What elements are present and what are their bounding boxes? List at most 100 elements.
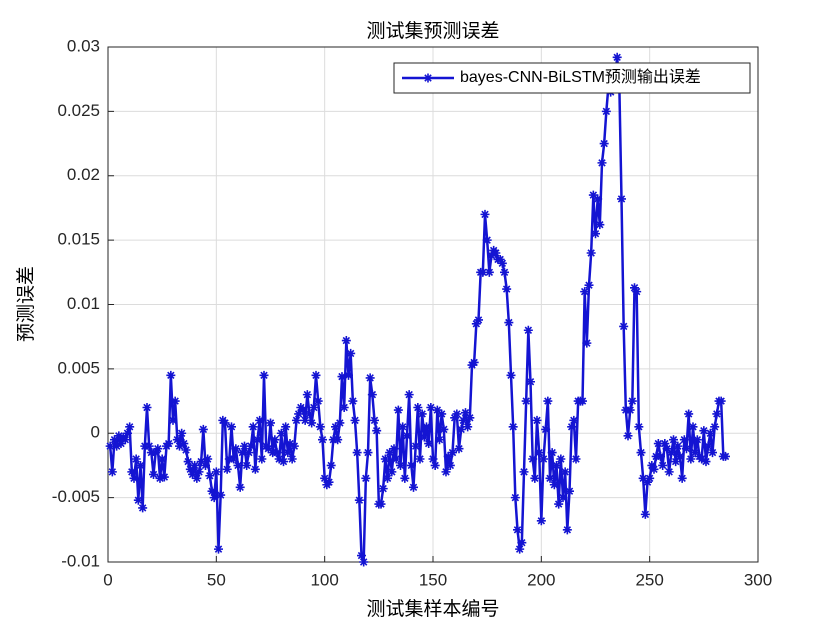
marker bbox=[415, 454, 425, 464]
marker bbox=[582, 338, 592, 348]
marker bbox=[519, 467, 529, 477]
marker bbox=[660, 439, 670, 449]
marker bbox=[684, 409, 694, 419]
marker bbox=[240, 441, 249, 451]
marker bbox=[281, 422, 291, 432]
marker bbox=[370, 415, 379, 425]
marker bbox=[283, 448, 293, 458]
x-tick-label: 200 bbox=[527, 570, 555, 589]
marker bbox=[504, 318, 514, 328]
marker bbox=[337, 372, 347, 382]
marker bbox=[400, 473, 410, 483]
marker bbox=[220, 418, 230, 428]
marker bbox=[597, 158, 607, 168]
marker bbox=[599, 139, 609, 149]
marker bbox=[196, 457, 206, 467]
y-tick-label: 0.02 bbox=[67, 165, 100, 184]
marker bbox=[339, 403, 349, 412]
marker bbox=[530, 473, 540, 483]
marker bbox=[543, 396, 553, 406]
marker bbox=[458, 415, 468, 425]
marker bbox=[389, 444, 399, 454]
marker bbox=[227, 422, 236, 432]
marker bbox=[324, 477, 334, 487]
marker bbox=[203, 454, 213, 464]
marker bbox=[409, 482, 418, 492]
marker bbox=[313, 396, 323, 406]
marker bbox=[510, 493, 520, 503]
marker bbox=[309, 403, 319, 412]
marker bbox=[456, 424, 466, 434]
marker bbox=[246, 441, 256, 451]
marker bbox=[393, 405, 403, 415]
marker bbox=[263, 444, 273, 454]
marker bbox=[123, 428, 132, 438]
marker bbox=[315, 422, 325, 432]
marker bbox=[478, 267, 488, 277]
marker bbox=[640, 509, 650, 519]
marker bbox=[372, 426, 382, 436]
marker bbox=[482, 235, 492, 245]
marker bbox=[712, 409, 722, 419]
marker bbox=[424, 439, 434, 449]
marker bbox=[484, 267, 494, 277]
marker bbox=[515, 544, 525, 554]
marker bbox=[214, 544, 223, 554]
marker bbox=[292, 415, 301, 425]
marker bbox=[677, 473, 687, 483]
marker bbox=[276, 428, 286, 438]
marker bbox=[461, 408, 470, 418]
marker bbox=[558, 493, 568, 503]
x-tick-label: 150 bbox=[419, 570, 447, 589]
marker bbox=[209, 493, 219, 503]
marker bbox=[157, 454, 167, 464]
marker bbox=[151, 448, 161, 458]
marker bbox=[348, 396, 358, 406]
marker bbox=[404, 390, 414, 400]
marker bbox=[584, 280, 594, 290]
marker bbox=[346, 348, 356, 358]
marker bbox=[131, 454, 141, 464]
marker bbox=[155, 473, 165, 483]
marker bbox=[248, 422, 258, 432]
marker bbox=[266, 418, 275, 428]
marker bbox=[647, 460, 657, 470]
marker bbox=[716, 396, 726, 406]
marker bbox=[318, 435, 327, 445]
marker bbox=[480, 209, 490, 219]
marker bbox=[645, 473, 655, 483]
marker bbox=[463, 422, 473, 432]
marker bbox=[357, 551, 366, 561]
marker bbox=[341, 336, 351, 346]
marker bbox=[398, 422, 408, 432]
marker bbox=[580, 287, 590, 297]
marker bbox=[326, 460, 336, 470]
marker bbox=[149, 469, 158, 479]
marker bbox=[513, 525, 522, 535]
marker bbox=[285, 439, 295, 449]
marker bbox=[502, 284, 512, 294]
marker bbox=[474, 315, 483, 325]
marker bbox=[593, 194, 603, 204]
marker bbox=[692, 435, 702, 445]
marker bbox=[586, 248, 596, 258]
legend-marker bbox=[423, 73, 433, 83]
marker bbox=[367, 390, 377, 400]
marker bbox=[274, 454, 284, 464]
marker bbox=[497, 258, 507, 268]
marker bbox=[601, 106, 611, 116]
marker bbox=[305, 409, 314, 419]
marker bbox=[487, 251, 496, 261]
x-axis-label: 测试集样本编号 bbox=[366, 598, 499, 620]
marker bbox=[632, 287, 642, 297]
marker bbox=[526, 377, 535, 387]
marker bbox=[237, 448, 247, 458]
marker bbox=[216, 490, 226, 500]
marker bbox=[175, 441, 184, 451]
marker bbox=[166, 370, 176, 380]
marker bbox=[335, 418, 345, 428]
marker bbox=[539, 454, 548, 464]
marker bbox=[201, 460, 210, 470]
marker bbox=[688, 422, 698, 432]
marker bbox=[207, 486, 217, 496]
